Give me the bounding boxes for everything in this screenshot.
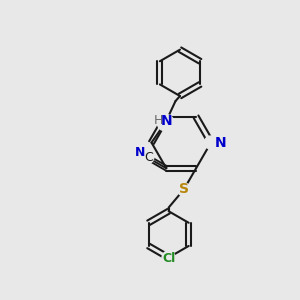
Text: H: H — [154, 114, 164, 127]
Text: C: C — [144, 151, 153, 164]
Text: N: N — [161, 114, 173, 128]
Text: Cl: Cl — [162, 252, 175, 265]
Text: N: N — [214, 136, 226, 150]
Circle shape — [142, 152, 154, 164]
Text: S: S — [179, 182, 189, 197]
Circle shape — [157, 114, 174, 131]
Circle shape — [162, 251, 175, 264]
Text: N: N — [135, 146, 145, 159]
Circle shape — [177, 183, 190, 196]
Circle shape — [204, 136, 218, 149]
